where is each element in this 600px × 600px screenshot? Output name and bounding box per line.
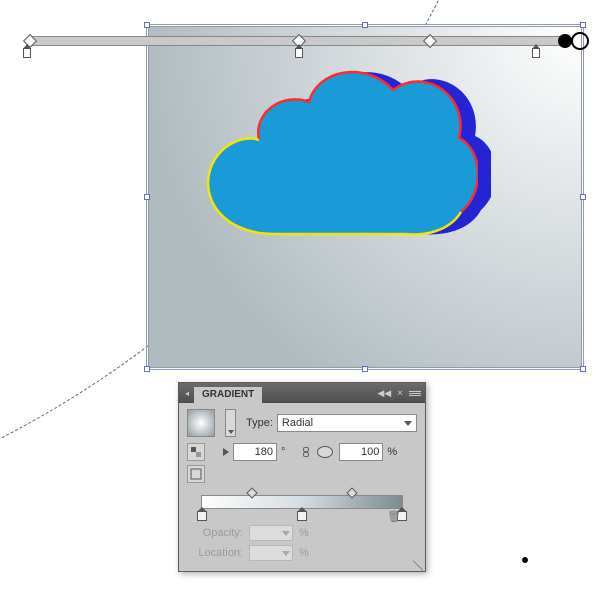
opacity-label: Opacity:	[187, 527, 243, 539]
location-row: Location: %	[187, 545, 417, 561]
panel-title: GRADIENT	[202, 389, 254, 400]
gradient-aspect-handle[interactable]	[571, 32, 589, 50]
radial-guide-end-dot	[522, 557, 528, 563]
angle-value: 180	[255, 446, 273, 458]
gradient-ramp[interactable]: 🗑	[201, 495, 403, 509]
panel-titlebar[interactable]: ◂ GRADIENT ◀◀ ×	[179, 383, 425, 403]
selection-handle[interactable]	[580, 366, 586, 372]
selection-handle[interactable]	[144, 194, 150, 200]
gradient-type-value: Radial	[282, 417, 313, 429]
gradient-swatch-dropdown[interactable]	[225, 409, 236, 437]
gradient-stop-marker[interactable]	[532, 48, 540, 58]
delete-stop-icon[interactable]: 🗑	[388, 510, 400, 522]
panel-menu-icon[interactable]	[409, 391, 421, 396]
selection-handle[interactable]	[144, 366, 150, 372]
ramp-color-stop[interactable]	[197, 511, 207, 521]
panel-dock-icon[interactable]: ◀◀	[377, 388, 391, 399]
chevron-down-icon	[404, 421, 412, 426]
selection-handle[interactable]	[362, 366, 368, 372]
selection-handle[interactable]	[144, 22, 150, 28]
opacity-input	[249, 525, 293, 541]
aspect-value: 100	[361, 446, 379, 458]
panel-close-icon[interactable]: ×	[397, 388, 403, 399]
selection-handle[interactable]	[580, 22, 586, 28]
ramp-midpoint-diamond[interactable]	[346, 487, 357, 498]
gradient-stop-marker[interactable]	[295, 48, 303, 58]
angle-icon	[223, 448, 229, 456]
link-aspect-icon[interactable]	[301, 444, 311, 460]
location-label: Location:	[187, 547, 243, 559]
opacity-unit: %	[299, 527, 309, 539]
reverse-gradient-icon[interactable]	[187, 443, 205, 461]
opacity-row: Opacity: %	[187, 525, 417, 541]
type-label: Type:	[246, 417, 273, 429]
gradient-swatch[interactable]	[187, 409, 215, 437]
ramp-midpoint-diamond[interactable]	[246, 487, 257, 498]
aspect-unit: %	[387, 446, 397, 458]
gradient-type-select[interactable]: Radial	[277, 414, 417, 432]
selection-bounding-box[interactable]	[146, 24, 584, 370]
aspect-input[interactable]: 100	[339, 443, 383, 461]
location-input	[249, 545, 293, 561]
gradient-stop-marker[interactable]	[23, 48, 31, 58]
location-unit: %	[299, 547, 309, 559]
selection-handle[interactable]	[362, 22, 368, 28]
panel-body: Type: Radial 180 ° 100 %	[179, 403, 425, 571]
aspect-icon	[317, 446, 333, 458]
ramp-color-stop[interactable]	[297, 511, 307, 521]
angle-input[interactable]: 180	[233, 443, 277, 461]
gradient-end-point[interactable]	[558, 34, 572, 48]
panel-resize-grip[interactable]	[411, 557, 423, 569]
angle-unit: °	[281, 446, 285, 458]
gradient-panel[interactable]: ◂ GRADIENT ◀◀ × Type: Radial 180	[178, 382, 426, 572]
selection-handle[interactable]	[580, 194, 586, 200]
panel-collapse-toggle[interactable]: ◂	[183, 389, 191, 398]
panel-title-tab[interactable]: GRADIENT	[194, 387, 262, 403]
stroke-gradient-icon[interactable]	[187, 465, 205, 483]
